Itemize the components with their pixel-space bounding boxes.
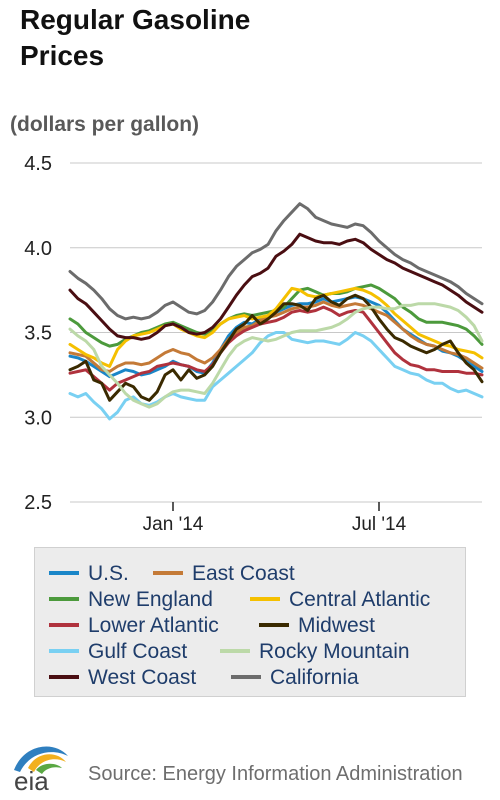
legend-item-east-coast: East Coast bbox=[153, 561, 295, 587]
y-tick-label-3-5: 3.5 bbox=[24, 323, 52, 345]
series-lines bbox=[68, 202, 484, 421]
series-line-midwest bbox=[68, 293, 484, 402]
x-tick-label-jan-14: Jan '14 bbox=[143, 514, 204, 535]
legend-item-central-atlantic: Central Atlantic bbox=[250, 587, 430, 613]
legend-label-west-coast: West Coast bbox=[88, 666, 197, 689]
legend-item-midwest: Midwest bbox=[259, 613, 375, 639]
line-chart: 2.5 3.0 3.5 4.0 4.5 Jan '14 Jul '14 bbox=[24, 153, 484, 535]
legend-label-central-atlantic: Central Atlantic bbox=[289, 588, 431, 611]
legend: U.S. East Coast New England Central Atla… bbox=[34, 547, 466, 697]
legend-item-west-coast: West Coast bbox=[49, 665, 196, 691]
y-tick-label-4-5: 4.5 bbox=[24, 153, 52, 175]
series-line-east-coast bbox=[68, 300, 484, 373]
legend-label-lower-atlantic: Lower Atlantic bbox=[88, 614, 219, 637]
series-line-rocky-mountain bbox=[68, 302, 484, 409]
legend-label-gulf-coast: Gulf Coast bbox=[88, 640, 188, 663]
legend-swatch-california bbox=[231, 674, 261, 679]
legend-label-us: U.S. bbox=[88, 562, 129, 585]
series-line-lower-atlantic bbox=[68, 305, 484, 392]
y-tick-label-3-0: 3.0 bbox=[24, 407, 52, 429]
chart-title-line-1: Regular Gasoline bbox=[20, 4, 251, 35]
legend-label-midwest: Midwest bbox=[298, 614, 376, 637]
legend-label-new-england: New England bbox=[88, 588, 213, 611]
x-tick-label-jul-14: Jul '14 bbox=[352, 514, 407, 535]
legend-item-us: U.S. bbox=[49, 561, 129, 587]
legend-swatch-central-atlantic bbox=[250, 596, 280, 601]
y-tick-label-4-0: 4.0 bbox=[24, 238, 52, 260]
series-line-central-atlantic bbox=[68, 286, 484, 368]
legend-item-rocky-mountain: Rocky Mountain bbox=[220, 639, 410, 665]
legend-swatch-midwest bbox=[259, 622, 289, 627]
legend-item-new-england: New England bbox=[49, 587, 213, 613]
legend-item-california: California bbox=[231, 665, 359, 691]
legend-swatch-east-coast bbox=[153, 570, 183, 575]
eia-logo: eia bbox=[14, 746, 68, 796]
axes: 2.5 3.0 3.5 4.0 4.5 Jan '14 Jul '14 bbox=[24, 153, 406, 535]
series-line-california bbox=[68, 202, 484, 321]
eia-logo-text: eia bbox=[14, 766, 49, 796]
series-line-west-coast bbox=[68, 232, 484, 341]
source-note: Source: Energy Information Administratio… bbox=[88, 763, 463, 785]
chart-title: Regular Gasoline Prices bbox=[20, 2, 250, 74]
y-axis-units-label: (dollars per gallon) bbox=[10, 113, 200, 136]
legend-swatch-lower-atlantic bbox=[49, 622, 79, 627]
legend-label-rocky-mountain: Rocky Mountain bbox=[259, 640, 410, 663]
legend-swatch-new-england bbox=[49, 596, 79, 601]
legend-item-lower-atlantic: Lower Atlantic bbox=[49, 613, 219, 639]
legend-swatch-rocky-mountain bbox=[220, 648, 250, 653]
legend-swatch-us bbox=[49, 570, 79, 575]
y-tick-label-2-5: 2.5 bbox=[24, 492, 52, 514]
legend-swatch-gulf-coast bbox=[49, 648, 79, 653]
legend-item-gulf-coast: Gulf Coast bbox=[49, 639, 187, 665]
chart-title-line-2: Prices bbox=[20, 40, 105, 71]
legend-swatch-west-coast bbox=[49, 674, 79, 679]
legend-label-california: California bbox=[270, 666, 359, 689]
legend-label-east-coast: East Coast bbox=[192, 562, 295, 585]
